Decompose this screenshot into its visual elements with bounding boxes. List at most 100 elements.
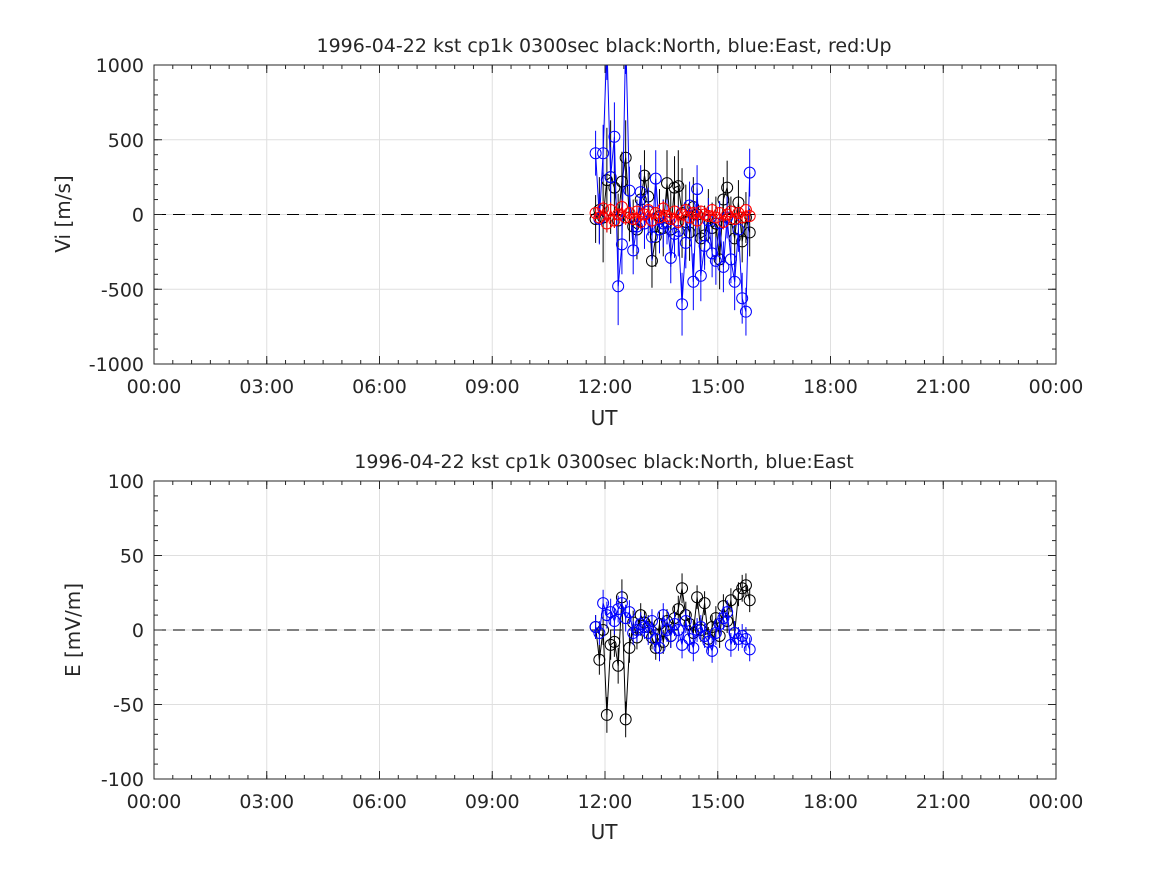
efield-xtick-label-7: 21:00: [916, 791, 971, 813]
velocity-series-east-point: [706, 247, 719, 260]
velocity-series-east-line: [595, 65, 751, 312]
velocity-ytick-label-2: 0: [132, 205, 144, 227]
efield-series-east-point: [638, 621, 651, 634]
velocity-series-up-point: [728, 212, 741, 225]
velocity-series-up-point: [683, 211, 696, 224]
velocity-series-east-point: [630, 220, 643, 233]
velocity-xtick-label-0: 00:00: [127, 376, 182, 398]
efield-series-east-point: [608, 615, 621, 628]
efield-series-north-point: [732, 588, 745, 601]
efield-series-east-point: [642, 626, 655, 639]
velocity-series-up-point: [739, 204, 752, 217]
efield-series-east-point: [645, 615, 658, 628]
velocity-series-up-point: [717, 215, 730, 228]
velocity-series: [589, 65, 756, 336]
efield-xtick-label-2: 06:00: [352, 791, 407, 813]
velocity-series-east-point: [728, 275, 741, 288]
efield-ytick-label-3: 50: [120, 546, 144, 568]
efield-series-east-point: [615, 597, 628, 610]
efield-series-north-point: [612, 659, 625, 672]
velocity-ytick-label-4: 1000: [96, 55, 144, 77]
efield-series-north-point: [736, 582, 749, 595]
velocity-series-up-point: [664, 212, 677, 225]
efield-xtick-label-3: 09:00: [465, 791, 520, 813]
velocity-series-up-point: [608, 214, 621, 227]
velocity-series-east-point: [694, 269, 707, 282]
efield-series-east-point: [627, 626, 640, 639]
velocity-series-north-point: [717, 193, 730, 206]
velocity-series-east-point: [724, 253, 737, 266]
efield-series-north-point: [657, 635, 670, 648]
efield-series-east-point: [717, 612, 730, 625]
velocity-ticks: 00:00 03:00 06:00 09:00 12:00 15:00 18:00 21:00…: [89, 55, 1084, 398]
velocity-series-up-point: [736, 211, 749, 224]
efield-series-north-point: [623, 641, 636, 654]
efield-axes-box: [153, 480, 1057, 780]
velocity-series-east-point: [679, 236, 692, 249]
velocity-series-north-point: [615, 175, 628, 188]
velocity-series-east-point: [687, 275, 700, 288]
efield-series-east-point: [732, 632, 745, 645]
velocity-series-east-point: [597, 147, 610, 160]
velocity-series-east-point: [649, 172, 662, 185]
efield-series-north-point: [619, 713, 632, 726]
velocity-series-up-point: [702, 209, 715, 222]
efield-series-east-point: [687, 641, 700, 654]
velocity-series-east-point: [653, 223, 666, 236]
efield-series-east-point: [676, 638, 689, 651]
velocity-series-east-point: [589, 147, 602, 160]
velocity-xtick-label-1: 03:00: [239, 376, 294, 398]
efield-series-east-point: [619, 612, 632, 625]
efield-series-east-point: [736, 629, 749, 642]
velocity-series-east-point: [683, 199, 696, 212]
velocity-ytick-label-3: 500: [108, 130, 144, 152]
velocity-xtick-label-5: 15:00: [690, 376, 745, 398]
velocity-xtick-label-4: 12:00: [578, 376, 633, 398]
velocity-series-east-point: [691, 183, 704, 196]
efield-series-north-point: [604, 638, 617, 651]
velocity-series-north-point: [672, 180, 685, 193]
velocity-series-north-point: [619, 151, 632, 164]
efield-series-north-point: [743, 594, 756, 607]
velocity-series-north-point: [649, 230, 662, 243]
efield-series-north-point: [676, 582, 689, 595]
efield-series-east-point: [743, 643, 756, 656]
efield-series-east-point: [653, 641, 666, 654]
velocity-series-east-point: [676, 298, 689, 311]
efield-series-east-point: [679, 615, 692, 628]
velocity-series-east-point: [608, 130, 621, 143]
velocity-xtick-label-7: 21:00: [916, 376, 971, 398]
efield-xtick-label-6: 18:00: [803, 791, 858, 813]
velocity-ytick-label-1: -500: [101, 279, 144, 301]
velocity-series-east-point: [739, 305, 752, 318]
efield-series-east-point: [664, 629, 677, 642]
efield-series-east-point: [668, 618, 681, 631]
efield-ytick-label-4: 100: [108, 471, 144, 493]
velocity-series-up-point: [724, 205, 737, 218]
velocity-series-north-point: [743, 226, 756, 239]
velocity-series-up-point: [732, 207, 745, 220]
velocity-series-up-point: [679, 204, 692, 217]
efield-series-east-point: [672, 624, 685, 636]
velocity-series-up-point: [597, 202, 610, 215]
velocity-x-axis-label: UT: [591, 406, 619, 430]
efield-series-east-point: [706, 644, 719, 657]
efield-series-east-point: [691, 624, 704, 636]
efield-series-east-point: [634, 618, 647, 631]
efield-series-north-point: [691, 591, 704, 604]
efield-series-east-point: [597, 597, 610, 610]
velocity-series-up-point: [642, 204, 655, 217]
velocity-series-up-point: [623, 207, 636, 220]
efield-series-east-point: [623, 606, 636, 619]
efield-xtick-label-1: 03:00: [239, 791, 294, 813]
efield-ytick-label-2: 0: [132, 620, 144, 642]
efield-series-north-point: [739, 579, 752, 592]
velocity-series-up-point: [661, 209, 674, 222]
velocity-series-up-point: [619, 211, 632, 224]
velocity-series-up-point: [589, 207, 602, 220]
efield-series-east-point: [728, 626, 741, 639]
velocity-series-east-point: [736, 292, 749, 305]
efield-xtick-label-8: 00:00: [1029, 791, 1084, 813]
efield-series: [589, 573, 756, 738]
